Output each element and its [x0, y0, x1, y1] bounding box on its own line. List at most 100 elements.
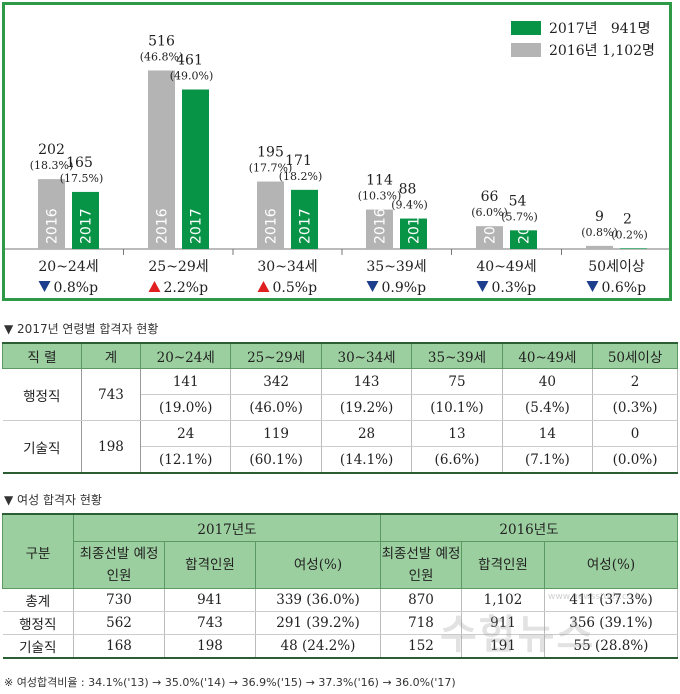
table-cell: (19.0%): [140, 394, 232, 421]
data-label-pct: (0.2%): [611, 228, 648, 241]
table1-title: ▼ 2017년 연령별 합격자 현황: [4, 322, 159, 336]
table-row: 행정직 743 141 342 143 75 40 2: [2, 368, 678, 421]
legend-swatch: [511, 43, 541, 57]
table-cell: 168: [73, 634, 165, 659]
table-row: 기술직 168 198 48 (24.2%) 152 191 55 (28.8%…: [2, 634, 678, 659]
table-cell: (0.0%): [592, 446, 678, 474]
bar-year-label: 2017: [407, 208, 423, 244]
row-label: 행정직: [2, 368, 82, 421]
change-label: 0.9%p: [382, 280, 427, 296]
data-label-value: 202: [38, 142, 65, 158]
watermark-url: www.newsstudy.co.kr: [548, 592, 645, 602]
data-label-pct: (9.4%): [391, 199, 428, 212]
bar-2017-4: [510, 230, 537, 249]
category-label: 25~29세: [148, 259, 208, 275]
row-label: 기술직: [2, 634, 74, 659]
change-label: 0.3%p: [492, 280, 537, 296]
footnote: ※ 여성합격비율 : 34.1%('13) → 35.0%('14) → 36.…: [4, 676, 456, 689]
table-cell: 342: [230, 368, 322, 395]
row-label: 행정직: [2, 611, 74, 635]
bar-2016-5: [586, 245, 613, 249]
col-header: 30~34세: [320, 342, 413, 369]
table-cell: 55 (28.8%): [544, 634, 678, 659]
col-header: 여성(%): [544, 541, 678, 589]
category-label: 35~39세: [366, 259, 426, 275]
table-row: 행정직 562 743 291 (39.2%) 718 911 356 (39.…: [2, 611, 678, 635]
data-label-pct: (10.3%): [358, 190, 402, 203]
bar-2016-3: [366, 209, 393, 249]
bar-year-label: 2017: [79, 208, 95, 244]
data-label-value: 114: [366, 173, 393, 189]
bar-2017-2: [291, 189, 318, 249]
table-cell: 119: [230, 420, 322, 447]
bar-2017-1: [182, 89, 209, 249]
change-down-icon: [476, 281, 489, 292]
table-cell: 941: [164, 588, 256, 612]
col-header: 계: [81, 342, 141, 369]
data-label-value: 88: [399, 182, 417, 198]
col-header: 합격인원: [164, 541, 256, 589]
data-label-pct: (18.3%): [30, 159, 74, 172]
age-pass-table: 직 렬 계 20~24세 25~29세 30~34세 35~39세 40~49세…: [2, 342, 678, 474]
table-cell: 198: [164, 634, 256, 659]
bar-year-label: 2016: [155, 208, 171, 244]
table-cell: (7.1%): [502, 446, 594, 474]
data-label-pct: (0.8%): [581, 226, 618, 239]
table-cell: 143: [321, 368, 413, 395]
col-group-header: 2017년도: [73, 513, 381, 542]
change-label: 0.6%p: [602, 280, 647, 296]
col-header: 35~39세: [411, 342, 503, 369]
change-down-icon: [366, 281, 379, 292]
row-label: 총계: [2, 588, 74, 612]
change-down-icon: [38, 281, 51, 292]
bar-chart: 2016 202(18.3%) 2017 165(17.5%) 20~24세 0.8%p 2…: [5, 21, 669, 296]
data-label-value: 461: [176, 52, 203, 68]
data-label-pct: (17.5%): [60, 172, 104, 185]
change-label: 0.8%p: [54, 280, 99, 296]
female-pass-table: 구분 2017년도 2016년도 최종선발 예정인원 합격인원 여성(%) 최종…: [2, 513, 678, 659]
bar-year-label: 2017: [627, 208, 643, 244]
data-label-value: 2: [623, 211, 632, 227]
data-label-pct: (5.7%): [501, 210, 538, 223]
bar-2016-0: [38, 179, 65, 249]
col-header: 직 렬: [2, 342, 82, 369]
data-label-pct: (18.2%): [279, 170, 323, 183]
data-label-value: 165: [66, 155, 93, 171]
col-header: 최종선발 예정인원: [73, 541, 165, 589]
category-label: 30~34세: [257, 259, 317, 275]
legend-swatch: [511, 21, 541, 35]
row-total: 198: [81, 420, 141, 474]
category-label: 20~24세: [38, 259, 98, 275]
legend-label: 2016년 1,102명: [549, 43, 655, 59]
table-cell: 743: [164, 611, 256, 635]
bar-year-label: 2016: [593, 208, 609, 244]
col-header: 20~24세: [139, 342, 232, 369]
table-cell: 191: [461, 634, 545, 659]
data-label-value: 66: [481, 189, 499, 205]
table-cell: 356 (39.1%): [544, 611, 678, 635]
col-header: 구분: [2, 513, 74, 589]
table-cell: 152: [380, 634, 462, 659]
bar-year-label: 2017: [298, 208, 314, 244]
table-cell: 870: [380, 588, 462, 612]
col-header: 합격인원: [461, 541, 545, 589]
data-label-value: 171: [285, 153, 312, 169]
legend-label: 2017년 941명: [549, 21, 650, 37]
bar-2016-4: [476, 226, 503, 249]
table-cell: 411 (37.3%): [544, 588, 678, 612]
table-cell: 48 (24.2%): [255, 634, 381, 659]
bar-2017-0: [72, 191, 99, 249]
table-cell: (19.2%): [321, 394, 413, 421]
table-cell: 0: [592, 420, 678, 447]
table-header-row: 직 렬 계 20~24세 25~29세 30~34세 35~39세 40~49세…: [2, 342, 678, 369]
row-total: 743: [81, 368, 141, 421]
data-label-value: 54: [509, 193, 527, 209]
change-down-icon: [586, 281, 599, 292]
data-label-value: 9: [595, 209, 604, 225]
table-cell: (0.3%): [592, 394, 678, 421]
chart-panel: 2016 202 (18.3%) 2017 165 (17.5%) 20~24세 0.8%p 2…: [2, 2, 672, 301]
col-header: 50세이상: [592, 342, 678, 369]
table-cell: (60.1%): [230, 446, 322, 474]
bar-year-label: 2016: [45, 208, 61, 244]
table-cell: (46.0%): [230, 394, 322, 421]
